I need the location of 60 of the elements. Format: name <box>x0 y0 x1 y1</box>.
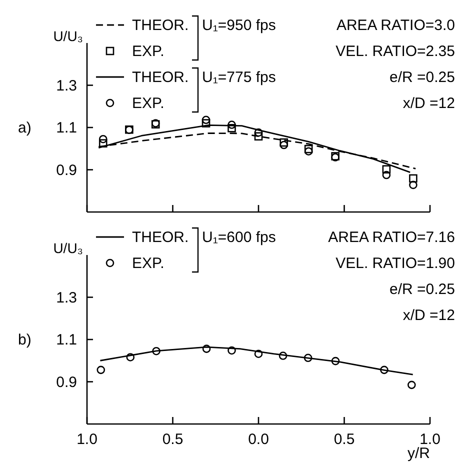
point <box>409 174 418 183</box>
legend-label: EXP. <box>132 95 164 112</box>
point <box>202 116 210 124</box>
text: AREA RATIO=7.16 <box>328 229 455 246</box>
line-series <box>100 346 414 376</box>
annotation: U₁=775 fps <box>202 69 276 86</box>
annotation: VEL. RATIO=1.90 <box>336 255 455 272</box>
point <box>382 170 391 180</box>
point <box>304 144 313 154</box>
annotation: e/R =0.25 <box>390 281 455 298</box>
point <box>409 180 418 190</box>
point <box>382 165 391 174</box>
legend-label: EXP. <box>132 255 164 272</box>
legend-label: THEOR. <box>132 229 189 246</box>
text: a) <box>18 120 32 136</box>
legend-label: THEOR. <box>132 69 189 86</box>
point <box>98 139 108 148</box>
point <box>228 124 236 132</box>
point <box>126 353 135 362</box>
point <box>331 356 340 366</box>
y-tick-label: 1.1 <box>56 120 77 136</box>
point <box>408 380 416 390</box>
y-tick-label: 0.9 <box>56 374 77 391</box>
point <box>280 138 288 147</box>
point <box>304 354 312 362</box>
text: b) <box>18 332 32 348</box>
point <box>98 134 108 144</box>
y-axis-title: U/U₃ <box>53 240 83 256</box>
x-tick-label: 0.5 <box>334 431 355 448</box>
y-tick-label: 0.9 <box>56 162 77 179</box>
text: AREA RATIO=3.0 <box>336 17 455 34</box>
x-axis-title: y/R <box>408 445 430 462</box>
point <box>202 344 211 353</box>
legend-label: EXP. <box>132 43 164 60</box>
point <box>152 346 160 356</box>
point <box>202 119 210 128</box>
x-tick-label: 1.0 <box>76 431 98 448</box>
x-tick-label: 1.0 <box>420 431 440 448</box>
point <box>254 132 263 141</box>
text: U₁=950 fps <box>202 17 276 34</box>
point <box>380 366 388 374</box>
annotation: VEL. RATIO=2.35 <box>336 43 455 60</box>
point <box>304 147 313 156</box>
y-tick-label: 1.3 <box>56 289 77 306</box>
point <box>228 346 236 355</box>
point <box>96 366 106 374</box>
x-tick-label: 0.5 <box>162 431 184 448</box>
point <box>280 140 288 150</box>
point <box>254 350 263 358</box>
annotation: x/D =12 <box>402 307 455 324</box>
annotation: x/D =12 <box>402 95 455 112</box>
x-tick-label: 0.0 <box>248 431 269 448</box>
legend-label: THEOR. <box>132 17 189 34</box>
y-axis-title: U/U₃ <box>53 28 83 44</box>
point <box>228 120 236 129</box>
annotation: e/R =0.25 <box>390 69 455 86</box>
text: U₁=600 fps <box>202 229 276 246</box>
y-tick-label: 1.1 <box>56 332 77 348</box>
point <box>278 352 288 360</box>
y-tick-label: 1.3 <box>56 77 77 94</box>
